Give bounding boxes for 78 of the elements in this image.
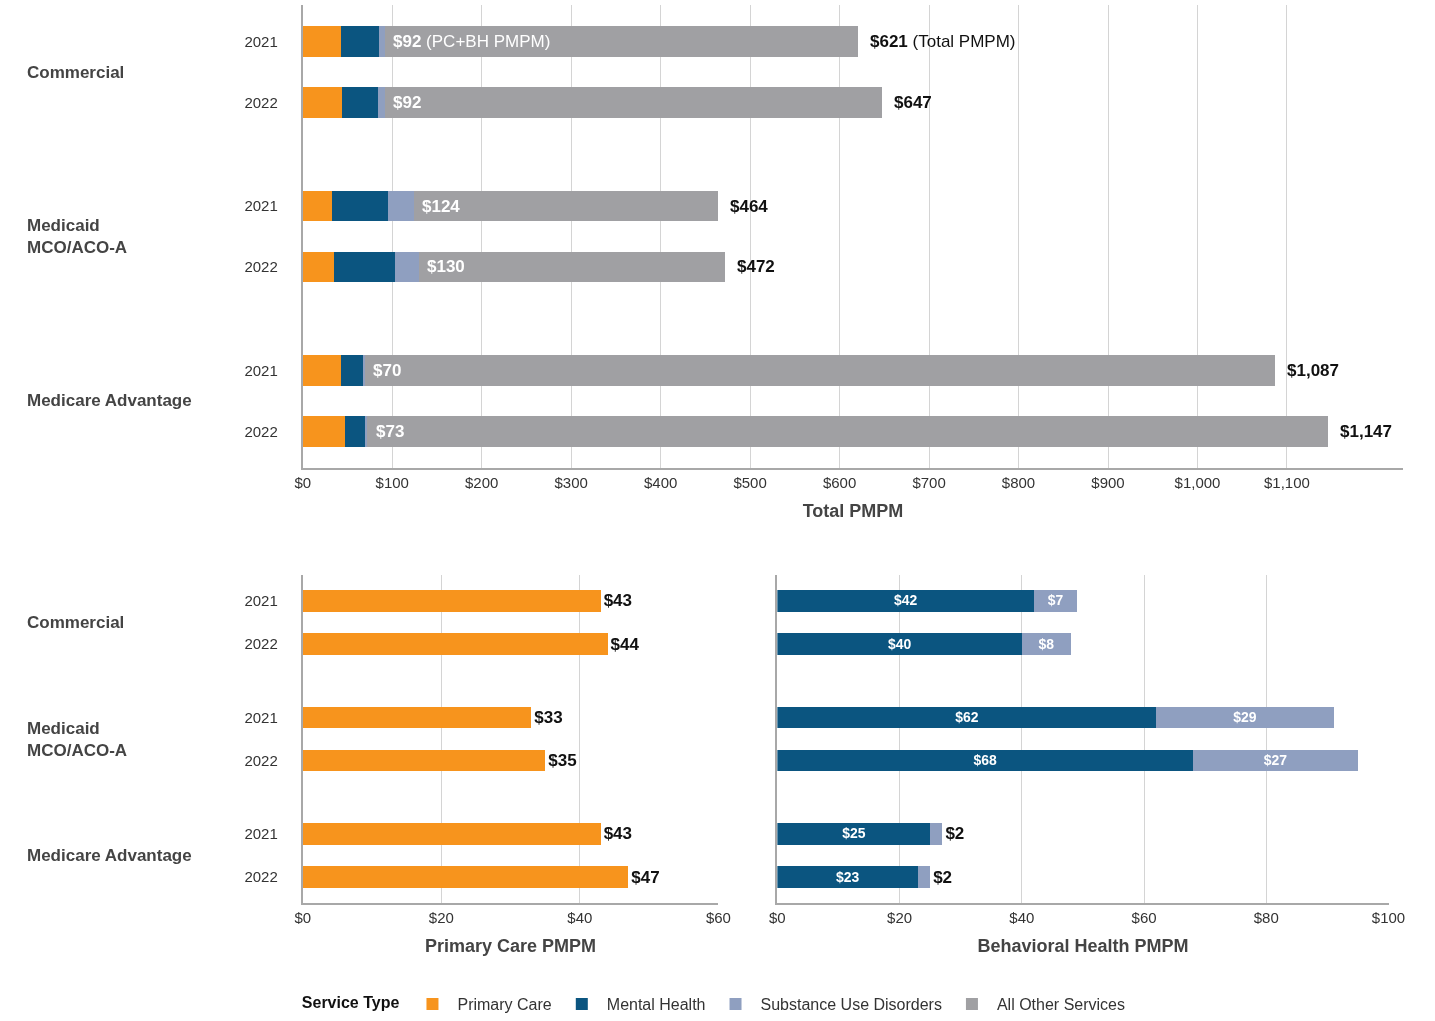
x-tick-label: $1,000: [1174, 474, 1221, 491]
y-tick-label: 2021: [244, 361, 278, 379]
data-label: $47: [631, 867, 660, 887]
text: Medicare Advantage: [27, 846, 192, 865]
data-label: $25: [842, 825, 866, 842]
y-tick-label: 2022: [244, 422, 278, 440]
data-label: $2: [945, 824, 965, 844]
data-label: $7: [1047, 592, 1064, 609]
data-label: $43: [603, 591, 633, 611]
legend-label: Primary Care: [457, 996, 552, 1014]
y-tick-label: 2022: [244, 868, 278, 886]
text: Medicaid MCO/ACO-A: [27, 216, 128, 258]
y-tick-label: 2021: [244, 825, 278, 843]
x-tick-label: $100: [375, 474, 409, 491]
x-tick-label: $500: [733, 474, 767, 491]
total-label: $1,147: [1340, 422, 1392, 441]
total-label: $647: [894, 93, 932, 112]
x-axis-title: Primary Care PMPM: [425, 935, 597, 956]
y-tick-label: 2021: [244, 708, 278, 726]
data-label: $33: [534, 707, 563, 727]
data-label: $29: [1233, 708, 1257, 725]
total-label: $472: [737, 257, 775, 276]
x-tick-label: $80: [1253, 909, 1279, 926]
legend-label: Mental Health: [606, 996, 706, 1014]
data-label: $23: [836, 868, 860, 885]
x-tick-label: $400: [643, 474, 678, 491]
x-tick-label: $100: [1371, 909, 1406, 926]
legend-title: Service Type: [301, 993, 400, 1011]
x-axis-title: Behavioral Health PMPM: [977, 935, 1189, 956]
x-tick-label: $60: [1131, 909, 1157, 926]
x-tick-label: $300: [554, 474, 588, 491]
x-tick-label: $600: [822, 474, 857, 491]
x-tick-label: $900: [1091, 474, 1125, 491]
text: Medicaid MCO/ACO-A: [27, 719, 128, 761]
data-label: $44: [610, 634, 640, 654]
x-tick-label: $0: [294, 474, 312, 491]
y-tick-label: 2022: [244, 258, 278, 276]
x-tick-label: $40: [567, 909, 593, 926]
x-tick-label: $800: [1001, 474, 1036, 491]
data-label: $2: [933, 867, 953, 887]
x-tick-label: $20: [887, 909, 913, 926]
data-label: $27: [1263, 752, 1288, 769]
data-label: $68: [973, 752, 998, 769]
annotation: $130: [427, 257, 465, 276]
total-label: $464: [730, 197, 769, 216]
data-label: $42: [894, 592, 918, 609]
x-tick-label: $200: [465, 474, 499, 491]
legend-label: Substance Use Disorders: [760, 996, 942, 1014]
y-tick-label: 2022: [244, 751, 278, 769]
data-label: $35: [548, 751, 577, 771]
x-tick-label: $0: [769, 909, 786, 926]
y-tick-label: 2022: [244, 635, 278, 653]
x-tick-label: $40: [1009, 909, 1035, 926]
annotation: $124: [422, 197, 461, 216]
x-tick-label: $20: [428, 909, 454, 926]
x-axis-title: Total PMPM: [802, 500, 904, 521]
x-tick-label: $700: [912, 474, 946, 491]
y-tick-label: 2021: [244, 32, 278, 50]
total-label: $1,087: [1287, 361, 1339, 380]
x-tick-label: $60: [705, 909, 731, 926]
data-label: $40: [887, 635, 912, 652]
y-tick-label: 2022: [244, 93, 278, 111]
data-label: $8: [1038, 635, 1055, 652]
text: Commercial: [27, 613, 125, 632]
data-label: $62: [955, 708, 979, 725]
total-label: $621 (Total PMPM): [870, 32, 1016, 51]
y-tick-label: 2021: [244, 197, 278, 215]
y-tick-label: 2021: [244, 592, 278, 610]
x-tick-label: $1,100: [1264, 474, 1310, 491]
legend-label: All Other Services: [996, 996, 1125, 1014]
annotation: $73: [376, 422, 405, 441]
x-tick-label: $0: [294, 909, 312, 926]
annotation: $92: [393, 93, 422, 112]
text: Commercial: [27, 63, 125, 82]
annotation: $92 (PC+BH PMPM): [393, 32, 551, 51]
annotation: $70: [373, 361, 402, 380]
text: Medicare Advantage: [27, 391, 192, 410]
data-label: $43: [603, 824, 633, 844]
